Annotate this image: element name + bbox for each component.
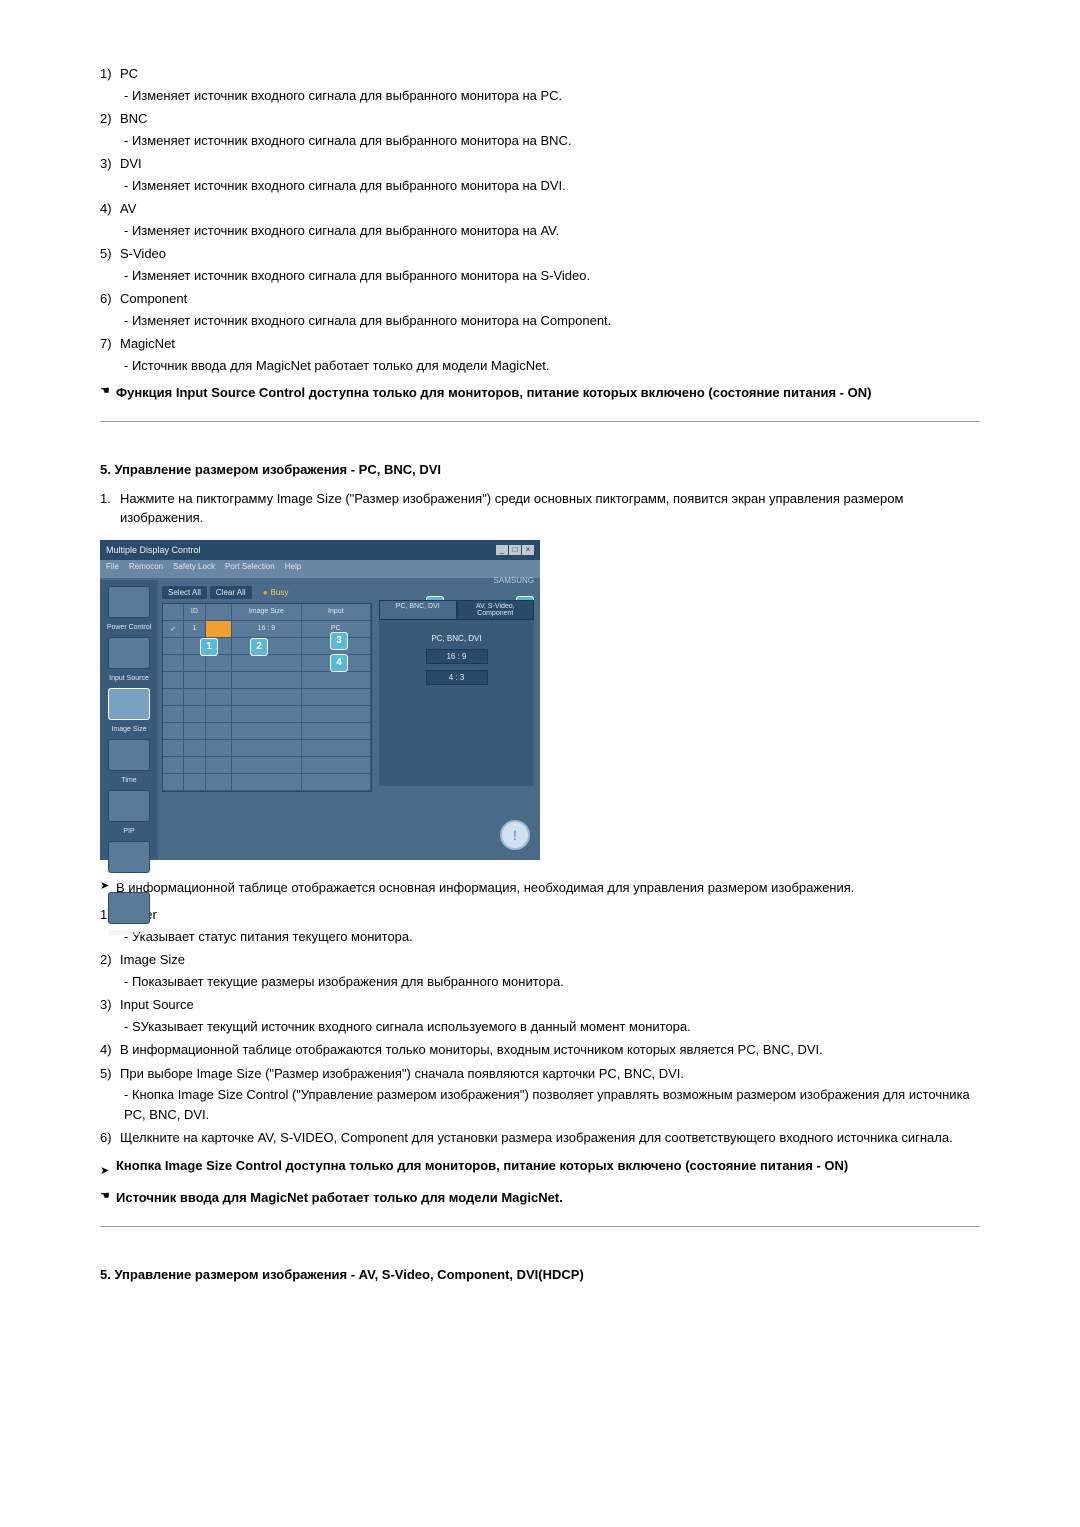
sidebar-icon (108, 892, 150, 924)
list-item-desc: - Показывает текущие размеры изображения… (124, 972, 980, 992)
callout-2: 2 (250, 638, 268, 656)
shot-mid: Select All Clear All Busy ID Image Size … (162, 586, 372, 792)
shot-title: Multiple Display Control (106, 545, 201, 555)
tab-clear-all: Clear All (210, 586, 252, 599)
note-text: Кнопка Image Size Control доступна тольк… (116, 1156, 980, 1176)
rbtn-4-3: 4 : 3 (426, 670, 488, 685)
list-item: 3)Input Source (100, 995, 980, 1015)
td: 1 (184, 621, 205, 637)
intro-num: 1. (100, 489, 120, 509)
rtab-pc: PC, BNC, DVI (379, 600, 457, 620)
td: 16 : 9 (232, 621, 301, 637)
screenshot-mdc: Multiple Display Control _□× File Remoco… (100, 540, 540, 860)
sidebar-label: Settings (100, 879, 158, 886)
min-icon: _ (496, 545, 508, 555)
list-item-desc: - Изменяет источник входного сигнала для… (124, 131, 980, 151)
list-item: 3)DVI (100, 154, 980, 174)
menu-item: Safety Lock (173, 562, 215, 576)
sidebar-icon (108, 637, 150, 669)
section-input-source: 1)PC- Изменяет источник входного сигнала… (100, 64, 980, 403)
shot-logo: SAMSUNG (494, 576, 534, 585)
close-icon: × (522, 545, 534, 555)
sidebar-icon (108, 739, 150, 771)
sidebar-label: Power Control (100, 624, 158, 631)
menu-item: Port Selection (225, 562, 275, 576)
th (163, 604, 184, 620)
note-input-source: ☚ Функция Input Source Control доступна … (100, 383, 980, 403)
bullet-text: В информационной таблице отображается ос… (116, 878, 980, 898)
list-item-desc: - Изменяет источник входного сигнала для… (124, 221, 980, 241)
list-item: 2)BNC (100, 109, 980, 129)
note-marker-icon: ☚ (100, 1188, 116, 1206)
info-bullet: ➤ В информационной таблице отображается … (100, 878, 980, 898)
max-icon: □ (509, 545, 521, 555)
menu-item: Remocon (129, 562, 163, 576)
intro-text: Нажмите на пиктограмму Image Size ("Разм… (120, 489, 960, 528)
note-row: ➤Кнопка Image Size Control доступна толь… (100, 1156, 980, 1181)
menu-item: Help (285, 562, 301, 576)
window-buttons: _□× (495, 544, 534, 555)
sidebar-label: Input Source (100, 675, 158, 682)
shot-menubar: File Remocon Safety Lock Port Selection … (100, 560, 540, 578)
shot-sidebar: Power Control Input Source Image Size Ti… (100, 580, 158, 860)
sidebar-icon-selected (108, 688, 150, 720)
list-item-desc: - Кнопка Image Size Control ("Управление… (124, 1085, 980, 1124)
tab-select-all: Select All (162, 586, 207, 599)
list-item: 6)Component (100, 289, 980, 309)
note-text: Источник ввода для MagicNet работает тол… (116, 1188, 980, 1208)
info-table: ID Image Size Input ✓ 1 16 : 9 PC (162, 603, 372, 792)
heading-image-size-av: 5. Управление размером изображения - AV,… (100, 1267, 980, 1282)
list-item-desc: - Изменяет источник входного сигнала для… (124, 266, 980, 286)
rtab-av: AV, S-Video, Component (457, 600, 535, 620)
note-text: Функция Input Source Control доступна то… (116, 383, 980, 403)
shot-titlebar: Multiple Display Control _□× (100, 540, 540, 560)
list-item-desc: - Изменяет источник входного сигнала для… (124, 311, 980, 331)
list-item: 6)Щелкните на карточке AV, S-VIDEO, Comp… (100, 1128, 980, 1148)
shot-right-panel: PC, BNC, DVI AV, S-Video, Component PC, … (379, 600, 534, 786)
sidebar-label: Time (100, 777, 158, 784)
sidebar-label: Maintenance (100, 930, 158, 937)
intro-para: 1.Нажмите на пиктограмму Image Size ("Ра… (100, 489, 980, 528)
list-item: 5)S-Video (100, 244, 980, 264)
note-marker-icon: ☚ (100, 383, 116, 401)
list-item: 7)MagicNet (100, 334, 980, 354)
sidebar-icon (108, 790, 150, 822)
th (206, 604, 233, 620)
callout-4: 4 (330, 654, 348, 672)
td (206, 621, 233, 637)
th: Input (302, 604, 371, 620)
list-item-desc: - Источник ввода для MagicNet работает т… (124, 356, 980, 376)
rpanel-title: PC, BNC, DVI (387, 634, 526, 643)
list-item: 2)Image Size (100, 950, 980, 970)
th: Image Size (232, 604, 301, 620)
list-item: 5)При выборе Image Size ("Размер изображ… (100, 1064, 980, 1084)
busy-indicator: Busy (263, 588, 289, 597)
note-row: ☚Источник ввода для MagicNet работает то… (100, 1188, 980, 1208)
heading-image-size-pc: 5. Управление размером изображения - PC,… (100, 462, 980, 477)
divider (100, 421, 980, 422)
callout-3: 3 (330, 632, 348, 650)
info-icon: ! (500, 820, 530, 850)
sidebar-label: PIP (100, 828, 158, 835)
list-item: 4)AV (100, 199, 980, 219)
list-item-desc: - Изменяет источник входного сигнала для… (124, 86, 980, 106)
td: ✓ (163, 621, 184, 637)
list-item-desc: - SУказывает текущий источник входного с… (124, 1017, 980, 1037)
menu-item: File (106, 562, 119, 576)
note-marker-icon: ➤ (100, 1163, 116, 1181)
callout-1: 1 (200, 638, 218, 656)
list-item: 4)В информационной таблице отображаются … (100, 1040, 980, 1060)
list-item: 1)Power (100, 905, 980, 925)
rbtn-16-9: 16 : 9 (426, 649, 488, 664)
sidebar-icon (108, 841, 150, 873)
th: ID (184, 604, 205, 620)
sidebar-label: Image Size (100, 726, 158, 733)
list-item: 1)PC (100, 64, 980, 84)
list-item-desc: - Указывает статус питания текущего мони… (124, 927, 980, 947)
divider (100, 1226, 980, 1227)
list-item-desc: - Изменяет источник входного сигнала для… (124, 176, 980, 196)
sidebar-icon (108, 586, 150, 618)
